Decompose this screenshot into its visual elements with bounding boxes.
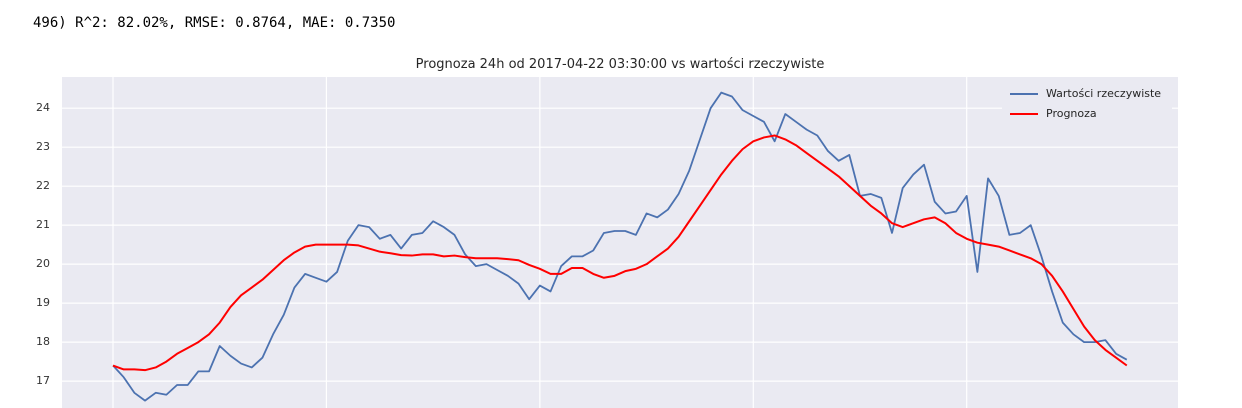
plot-area xyxy=(62,77,1178,408)
series-line xyxy=(112,134,1128,372)
series-line xyxy=(112,91,1128,402)
y-tick-label: 24 xyxy=(36,101,50,114)
y-tick-label: 19 xyxy=(36,296,50,309)
chart-title: Prognoza 24h od 2017-04-22 03:30:00 vs w… xyxy=(416,57,825,72)
y-tick-label: 18 xyxy=(36,335,50,348)
output-text: 496) R^2: 82.02%, RMSE: 0.8764, MAE: 0.7… xyxy=(33,15,395,31)
y-tick-label: 22 xyxy=(36,179,50,192)
y-tick-label: 17 xyxy=(36,374,50,387)
legend-label: Prognoza xyxy=(1046,107,1097,120)
y-tick-label: 20 xyxy=(36,257,50,270)
y-tick-label: 21 xyxy=(36,218,50,231)
y-tick-label: 23 xyxy=(36,140,50,153)
legend-box xyxy=(1002,81,1172,135)
legend-label: Wartości rzeczywiste xyxy=(1046,87,1161,100)
